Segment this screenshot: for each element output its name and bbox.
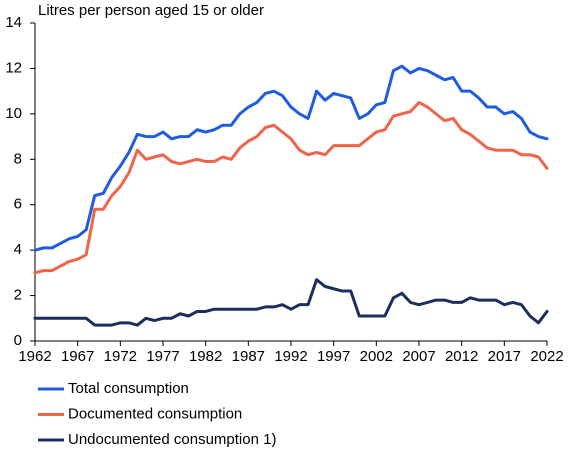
y-tick-label: 0 xyxy=(14,332,22,349)
legend-label: Undocumented consumption 1) xyxy=(68,431,276,448)
series-line xyxy=(33,278,549,327)
x-tick-label: 2002 xyxy=(360,348,393,365)
x-tick-label: 2007 xyxy=(402,348,435,365)
legend-label: Documented consumption xyxy=(68,405,242,422)
y-tick-label: 12 xyxy=(5,59,22,76)
x-tick-label: 1967 xyxy=(61,348,94,365)
x-tick-label: 1992 xyxy=(274,348,307,365)
y-tick-label: 4 xyxy=(14,241,22,258)
y-axis-label: Litres per person aged 15 or older xyxy=(38,2,264,19)
x-tick-label: 2012 xyxy=(445,348,478,365)
x-tick-label: 1987 xyxy=(232,348,265,365)
series-line xyxy=(33,64,549,252)
x-tick-label: 2022 xyxy=(530,348,563,365)
x-tick-label: 1977 xyxy=(146,348,179,365)
y-tick-label: 2 xyxy=(14,287,22,304)
x-tick-label: 1982 xyxy=(189,348,222,365)
x-tick-label: 1972 xyxy=(104,348,137,365)
x-tick-label: 1997 xyxy=(317,348,350,365)
y-tick-label: 14 xyxy=(5,14,22,31)
x-tick-label: 1962 xyxy=(18,348,51,365)
y-tick-label: 8 xyxy=(14,150,22,167)
x-tick-label: 2017 xyxy=(488,348,521,365)
series-line xyxy=(33,101,549,275)
legend-label: Total consumption xyxy=(68,380,189,397)
y-tick-label: 6 xyxy=(14,196,22,213)
y-tick-label: 10 xyxy=(5,105,22,122)
